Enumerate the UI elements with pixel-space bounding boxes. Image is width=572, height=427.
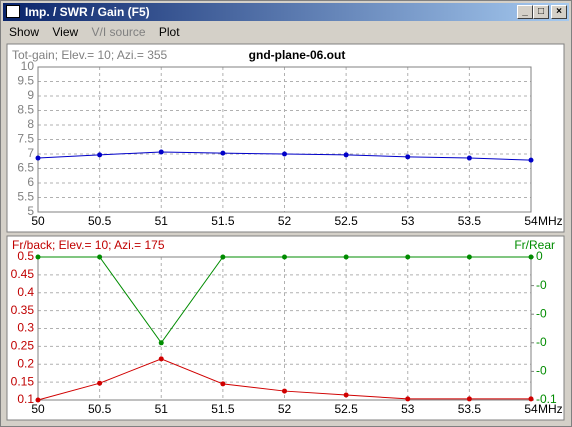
y-axis-label: Tot-gain; Elev.= 10; Azi.= 355	[12, 48, 168, 62]
x-tick-label: 50.5	[88, 214, 112, 228]
y2-axis-label: Fr/Rear	[514, 238, 555, 252]
close-button[interactable]: ×	[551, 5, 567, 19]
menu-item: V/I source	[91, 25, 146, 39]
data-point	[220, 150, 226, 156]
data-point	[35, 397, 41, 403]
y-tick-label: 7.5	[17, 132, 34, 146]
data-point	[35, 155, 41, 161]
x-tick-label: 53.5	[458, 402, 482, 416]
y-tick-label: 10	[21, 59, 35, 73]
y-tick-label: 0.5	[17, 249, 34, 263]
menu-item[interactable]: Plot	[158, 25, 180, 39]
data-point	[405, 254, 411, 260]
data-point	[466, 254, 472, 260]
data-point	[158, 149, 164, 155]
data-point	[282, 151, 287, 157]
x-tick-label: 53	[401, 402, 415, 416]
data-point	[528, 254, 534, 260]
plot-frame	[37, 66, 532, 213]
x-tick-label: 52	[278, 402, 292, 416]
data-point	[97, 152, 103, 158]
data-point	[220, 254, 226, 260]
y-tick-label: 9.5	[17, 74, 34, 88]
minimize-button[interactable]: _	[517, 5, 533, 19]
x-tick-label: 50	[31, 214, 45, 228]
x-unit: MHz	[538, 214, 563, 228]
y-tick-label: 0.35	[11, 303, 35, 317]
x-tick-label: 54	[524, 402, 538, 416]
y-tick-label: 0.15	[11, 374, 35, 388]
data-point	[343, 392, 349, 398]
x-tick-label: 53	[401, 214, 415, 228]
y-tick-label: 0.1	[17, 392, 34, 406]
data-point	[220, 381, 226, 387]
y2-tick-label: -0	[536, 278, 547, 292]
x-tick-label: 50.5	[88, 402, 112, 416]
chart-title: gnd-plane-06.out	[249, 48, 346, 62]
data-point	[282, 254, 287, 260]
x-tick-label: 52.5	[334, 402, 358, 416]
menu-item[interactable]: View	[52, 25, 79, 39]
y2-tick-label: -0	[536, 306, 547, 320]
x-tick-label: 51.5	[211, 214, 235, 228]
window-title: Imp. / SWR / Gain (F5)	[25, 5, 150, 19]
data-point	[405, 396, 411, 402]
y2-tick-label: -0.1	[536, 392, 557, 406]
data-point	[466, 396, 472, 402]
y-tick-label: 0.4	[17, 285, 34, 299]
chart-panel	[6, 43, 565, 233]
y2-tick-label: -0	[536, 335, 547, 349]
data-point	[35, 254, 41, 260]
y-axis-label: Fr/back; Elev.= 10; Azi.= 175	[12, 238, 165, 252]
y-tick-label: 7	[27, 146, 34, 160]
data-point	[528, 157, 534, 163]
x-tick-label: 53.5	[458, 214, 482, 228]
data-point	[282, 388, 287, 394]
y-tick-label: 5	[27, 204, 34, 218]
data-point	[343, 152, 349, 158]
y-tick-label: 6	[27, 175, 34, 189]
x-unit: MHz	[538, 402, 563, 416]
app-icon	[6, 5, 20, 18]
menu-bar: Show View V/I source Plot	[3, 23, 184, 42]
y-tick-label: 9	[27, 88, 34, 102]
y-tick-label: 8	[27, 117, 34, 131]
y-tick-label: 0.25	[11, 339, 35, 353]
maximize-button[interactable]: □	[533, 5, 549, 19]
x-tick-label: 50	[31, 402, 45, 416]
data-point	[158, 340, 164, 346]
y-tick-label: 0.2	[17, 356, 34, 370]
data-point	[97, 254, 103, 260]
data-point	[97, 380, 103, 386]
x-tick-label: 51.5	[211, 402, 235, 416]
x-tick-label: 52	[278, 214, 292, 228]
data-point	[343, 254, 349, 260]
y-tick-label: 8.5	[17, 103, 34, 117]
x-tick-label: 54	[524, 214, 538, 228]
x-tick-label: 51	[155, 214, 169, 228]
y-tick-label: 0.3	[17, 321, 34, 335]
data-point	[466, 155, 472, 161]
data-point	[405, 154, 411, 160]
x-tick-label: 52.5	[334, 214, 358, 228]
y2-tick-label: -0	[536, 364, 547, 378]
y2-tick-label: 0	[536, 249, 543, 263]
y-tick-label: 0.45	[11, 267, 35, 281]
data-point	[158, 356, 164, 362]
y-tick-label: 5.5	[17, 190, 34, 204]
menu-item[interactable]: Show	[9, 25, 40, 39]
data-point	[528, 396, 534, 402]
title-bar: Imp. / SWR / Gain (F5) _ □ ×	[3, 3, 569, 21]
x-tick-label: 51	[155, 402, 169, 416]
y-tick-label: 6.5	[17, 161, 34, 175]
